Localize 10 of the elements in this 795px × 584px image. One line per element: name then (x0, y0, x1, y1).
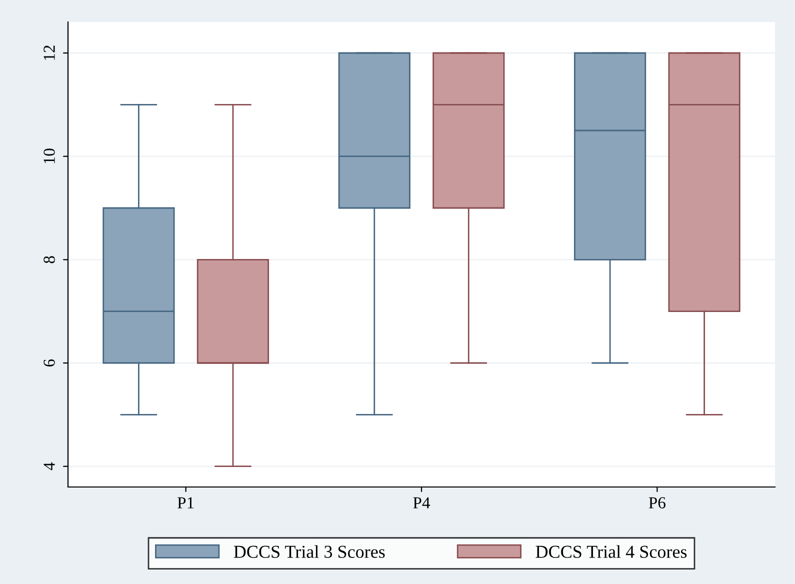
legend-label: DCCS Trial 3 Scores (234, 545, 385, 558)
y-tick-label: 10 (44, 148, 55, 164)
x-tick-label: P6 (648, 497, 666, 508)
y-tick-label: 4 (44, 462, 55, 470)
legend-label: DCCS Trial 4 Scores (536, 545, 687, 558)
y-tick-label: 12 (44, 46, 55, 60)
x-tick-label: P4 (413, 497, 430, 508)
y-tick-label: 8 (44, 256, 55, 264)
x-tick-label: P1 (178, 497, 194, 508)
y-tick-label: 6 (44, 359, 55, 366)
